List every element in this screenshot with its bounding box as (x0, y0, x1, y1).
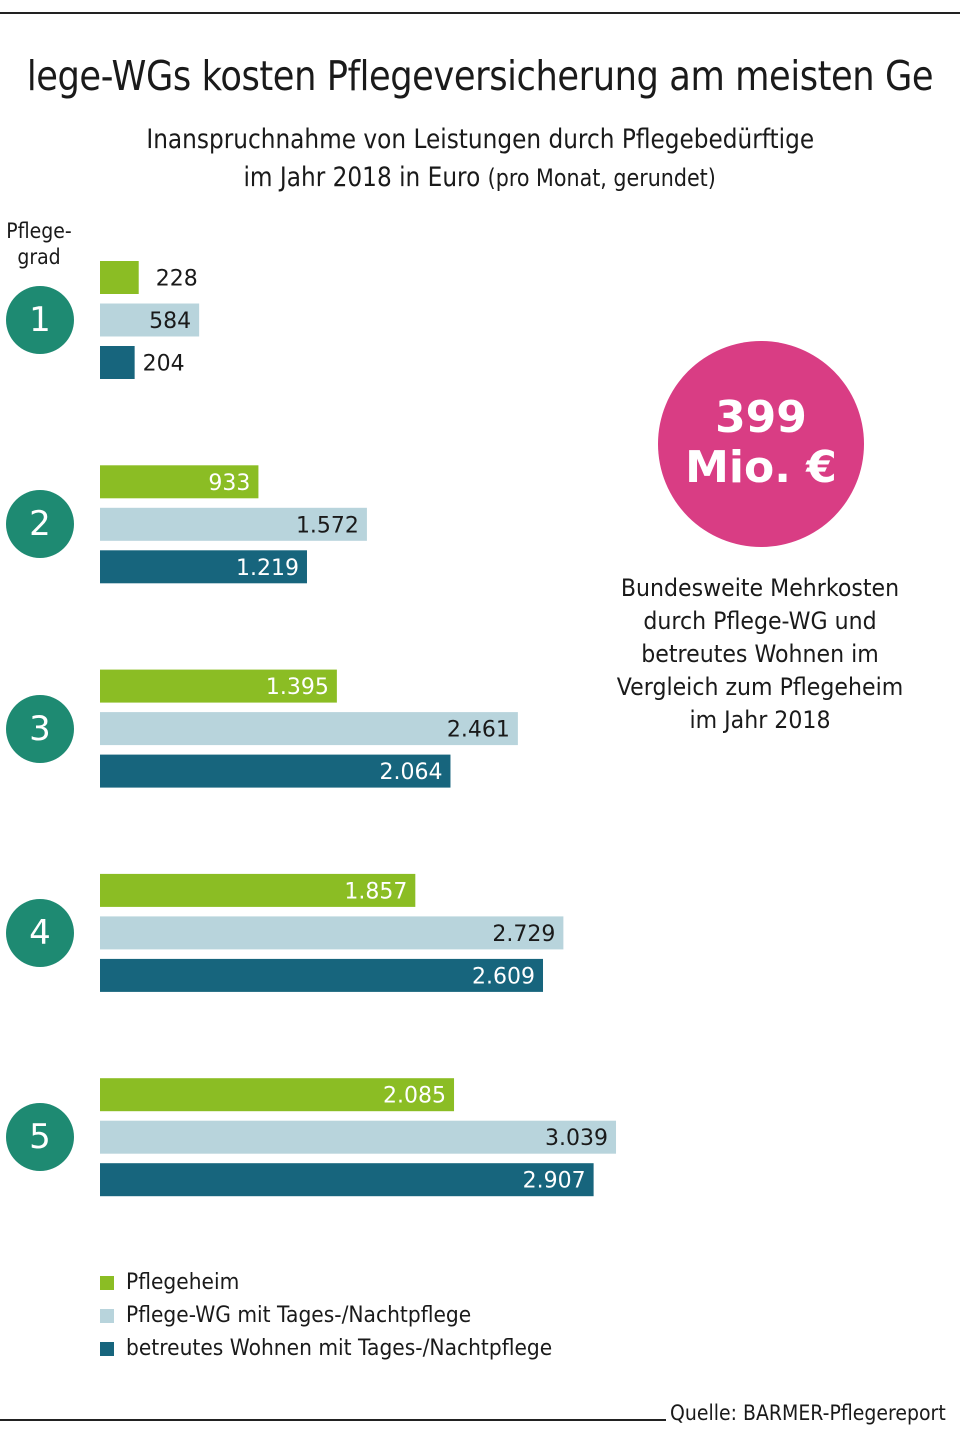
bar-grade-3-series-3 (100, 754, 451, 788)
bar-grade-1-series-1 (100, 261, 139, 294)
callout-text-line: im Jahr 2018 (689, 706, 831, 734)
bar-grade-5-series-1 (100, 1078, 455, 1112)
bar-value-label: 1.857 (344, 879, 407, 904)
legend-label: Pflegeheim (126, 1270, 240, 1295)
chart-subtitle-line-2: im Jahr 2018 in Euro (pro Monat, gerunde… (0, 160, 960, 196)
title-container: lege-WGs kosten Pflegeversicherung am me… (0, 46, 960, 110)
top-rule (0, 12, 960, 14)
legend-swatch-pflegeheim (100, 1275, 114, 1290)
bar-grade-4-series-3 (100, 958, 544, 992)
bar-grade-3-series-1 (100, 669, 337, 703)
callout-circle: 399 Mio. € (658, 341, 864, 547)
callout-text-line: Vergleich zum Pflegeheim (616, 673, 904, 701)
legend-swatch-pflege-wg (100, 1308, 114, 1323)
callout-unit: Mio. € (685, 442, 837, 493)
bar-value-label: 1.219 (236, 556, 299, 581)
subtitle-main: im Jahr 2018 in Euro (243, 162, 481, 193)
grade-circle-1: 1 (6, 286, 74, 354)
bar-value-label: 2.609 (472, 964, 535, 989)
bar-grade-2-series-1 (100, 465, 259, 499)
grade-axis-header: Pflege- grad (0, 218, 78, 270)
bar-value-label: 3.039 (545, 1126, 608, 1151)
bar-grade-2-series-2 (100, 507, 367, 541)
legend: Pflegeheim Pflege-WG mit Tages-/Nachtpfl… (100, 1266, 589, 1365)
bar-grade-1-series-3 (100, 346, 135, 379)
bar-value-label: 2.085 (383, 1084, 446, 1109)
chart-title: lege-WGs kosten Pflegeversicherung am me… (26, 52, 934, 100)
callout-description: Bundesweite Mehrkosten durch Pflege-WG u… (590, 572, 930, 737)
callout-text-line: durch Pflege-WG und (643, 607, 877, 635)
bar-grade-2-series-3 (100, 550, 307, 584)
subtitle-text: Inanspruchnahme von Leistungen durch Pfl… (146, 124, 814, 155)
grade-circle-5: 5 (6, 1103, 74, 1172)
subtitle-note: (pro Monat, gerundet) (488, 164, 717, 192)
grade-circle-4: 4 (6, 898, 74, 967)
callout-text-line: betreutes Wohnen im (641, 640, 879, 668)
source-note: Quelle: BARMER-Pflegereport (670, 1401, 946, 1425)
bar-value-label: 584 (149, 309, 191, 334)
bar-grade-1-series-2 (100, 303, 200, 337)
grade-circle-2: 2 (6, 490, 74, 559)
legend-item-betreutes-wohnen: betreutes Wohnen mit Tages-/Nachtpflege (100, 1332, 589, 1365)
bar-grade-5-series-2 (100, 1120, 617, 1154)
subtitle-line-2-wrap: im Jahr 2018 in Euro (pro Monat, gerunde… (244, 160, 716, 196)
bar-value-label: 933 (208, 471, 250, 496)
bottom-rule (0, 1419, 666, 1421)
bar-grade-4-series-2 (100, 916, 564, 950)
bar-value-label: 228 (156, 267, 198, 292)
bar-value-label: 2.064 (379, 760, 442, 785)
bar-grade-4-series-1 (100, 873, 416, 907)
grade-header-line-1: Pflege- (6, 219, 72, 243)
legend-label: Pflege-WG mit Tages-/Nachtpflege (126, 1303, 472, 1328)
bar-value-label: 1.395 (266, 675, 329, 700)
bar-value-label: 2.729 (492, 922, 555, 947)
callout-text-line: Bundesweite Mehrkosten (620, 574, 900, 602)
bar-value-label: 2.461 (447, 718, 510, 743)
legend-item-pflegeheim: Pflegeheim (100, 1266, 589, 1299)
bar-grade-3-series-2 (100, 712, 518, 746)
bar-value-label: 1.572 (296, 513, 359, 538)
callout-value: 399 (715, 392, 807, 443)
legend-label: betreutes Wohnen mit Tages-/Nachtpflege (126, 1336, 553, 1361)
bar-value-label: 2.907 (523, 1169, 586, 1194)
grade-circle-3: 3 (6, 694, 74, 763)
legend-swatch-betreutes-wohnen (100, 1341, 114, 1356)
grade-header-line-2: grad (17, 245, 61, 269)
chart-subtitle-line-1: Inanspruchnahme von Leistungen durch Pfl… (0, 122, 960, 158)
bar-grade-5-series-3 (100, 1163, 594, 1197)
bar-value-label: 204 (143, 352, 185, 377)
legend-item-pflege-wg: Pflege-WG mit Tages-/Nachtpflege (100, 1299, 589, 1332)
